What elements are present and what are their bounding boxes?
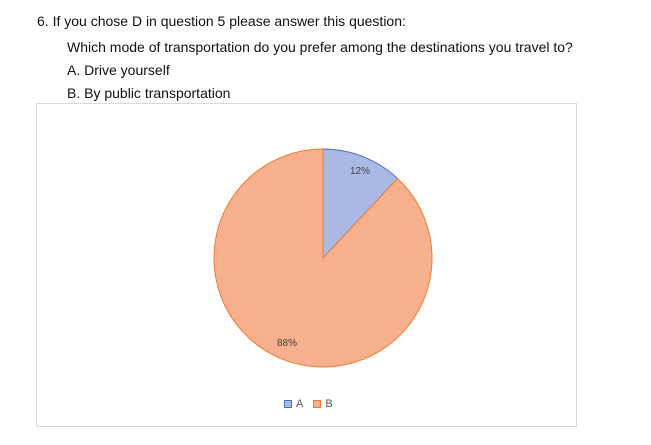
- question-prompt: Which mode of transportation do you pref…: [67, 39, 573, 55]
- question-title: 6. If you chose D in question 5 please a…: [37, 13, 406, 29]
- option-b-text: By public transportation: [84, 85, 231, 101]
- data-label-b: 88%: [277, 338, 297, 349]
- option-b-letter: B.: [67, 85, 81, 101]
- legend-label-a: A: [296, 398, 304, 410]
- legend-label-b: B: [325, 398, 333, 410]
- pie-slice-a: [322, 148, 399, 260]
- chart-legend: A B: [284, 398, 333, 410]
- legend-swatch-b: [313, 400, 322, 408]
- data-label-a: 12%: [350, 166, 370, 177]
- option-a: A. Drive yourself: [67, 61, 170, 79]
- option-a-letter: A.: [67, 62, 81, 78]
- legend-swatch-a: [284, 400, 292, 408]
- option-b: B. By public transportation: [67, 84, 230, 102]
- option-a-text: Drive yourself: [84, 62, 170, 78]
- pie-slice-b: [213, 148, 433, 368]
